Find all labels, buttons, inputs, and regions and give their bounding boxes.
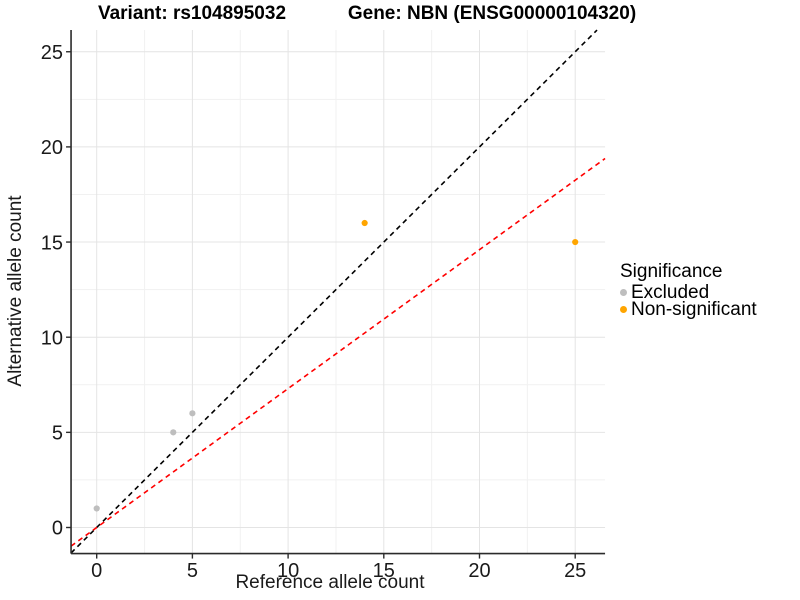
legend-item-label: Excluded [631, 282, 710, 303]
y-tick-label: 10 [41, 327, 63, 349]
x-axis-title: Reference allele count [235, 572, 425, 593]
legend-dot-icon [620, 306, 627, 313]
y-tick-label: 5 [52, 423, 63, 445]
fitted-ratio-line [70, 157, 606, 547]
variant-title: Variant: rs104895032 [97, 3, 287, 24]
data-point-non-significant [572, 238, 579, 246]
x-tick-label: 25 [564, 560, 586, 582]
data-point-excluded [170, 429, 177, 436]
legend-item: Non-significant [620, 299, 757, 320]
y-axis-title: Alternative allele count [5, 195, 26, 387]
data-point-non-significant [361, 219, 368, 227]
legend-title: Significance [620, 261, 723, 282]
x-tick-label: 20 [468, 560, 490, 582]
legend: Significance Excluded Non-significant [620, 261, 757, 320]
data-point-excluded [189, 410, 196, 417]
x-tick-label: 0 [91, 560, 102, 582]
legend-item: Excluded [620, 282, 757, 303]
x-tick-label: 15 [373, 560, 395, 582]
legend-items: Excluded Non-significant [620, 282, 757, 320]
x-tick-label: 10 [277, 560, 299, 582]
x-tick-label: 5 [187, 560, 198, 582]
identity-line [70, 29, 598, 554]
y-tick-label: 0 [52, 518, 63, 540]
legend-dot-icon [620, 289, 627, 296]
y-tick-label: 25 [41, 42, 63, 64]
legend-item-label: Non-significant [631, 299, 757, 320]
data-point-excluded [93, 505, 100, 512]
y-tick-label: 20 [41, 137, 63, 159]
gene-title: Gene: NBN (ENSG00000104320) [347, 3, 637, 24]
y-tick-label: 15 [41, 232, 63, 254]
